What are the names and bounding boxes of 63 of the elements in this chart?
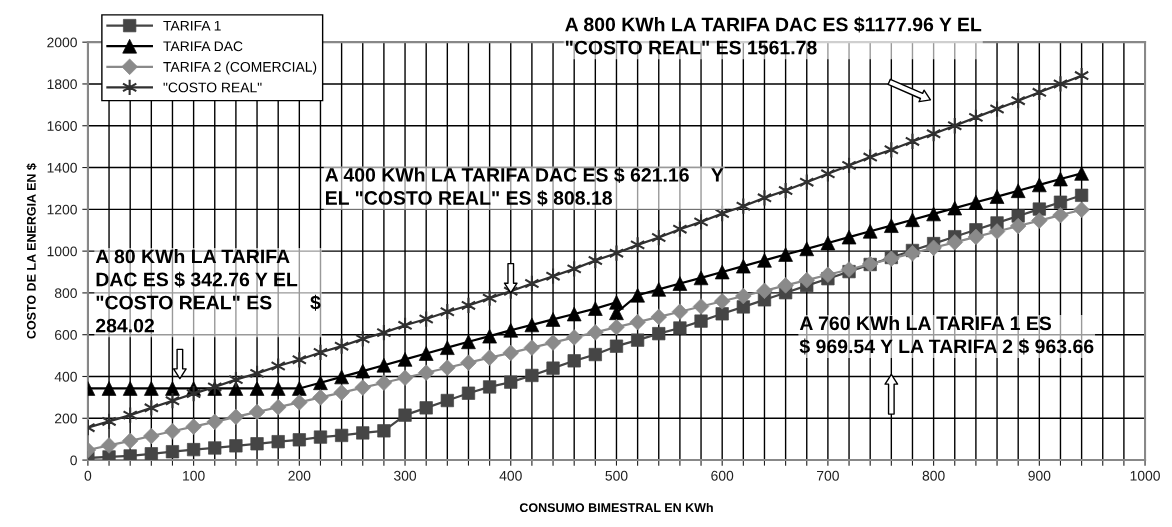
x-tick-label: 0 [84, 470, 92, 481]
x-tick-label: 200 [288, 470, 311, 481]
x-tick-label: 700 [817, 470, 839, 481]
point [756, 189, 773, 207]
x-tick-label: 300 [393, 470, 417, 481]
annotation: A 80 KWh LA TARIFA DAC ES $ 342.76 Y EL "COSTO REAL" ES $ 284.02 [95, 249, 321, 333]
point [312, 343, 329, 362]
y-tick-label: 400 [54, 371, 77, 382]
y-tick-label: 200 [55, 413, 77, 424]
y-tick-label: 1800 [47, 79, 77, 90]
point [819, 266, 837, 283]
point [164, 392, 181, 410]
y-tick-label: 0 [70, 455, 77, 466]
annotation: A 800 KWh LA TARIFA DAC ES $1177.96 Y EL "COSTO REAL" ES 1561.78 [565, 16, 982, 55]
annotation: A 400 KWh LA TARIFA DAC ES $ 621.16 Y EL "COSTO REAL" ES $ 808.18 [325, 167, 724, 207]
legend-label: TARIFA DAC [163, 41, 243, 52]
legend-label: "COSTO REAL" [163, 82, 262, 93]
point [1010, 183, 1026, 199]
point [565, 329, 583, 346]
point [692, 298, 710, 315]
legend-label: TARIFA 1 [163, 20, 221, 31]
point [629, 313, 646, 331]
y-tick-label: 2000 [47, 37, 77, 48]
point [440, 340, 455, 355]
point [165, 445, 180, 459]
y-tick-label: 1200 [47, 204, 77, 215]
point [270, 357, 286, 375]
point [588, 301, 603, 316]
point [650, 308, 667, 326]
point [904, 245, 921, 262]
point [1009, 217, 1027, 235]
point [588, 347, 602, 362]
annotation: A 760 KWh LA TARIFA 1 ES $ 969.54 Y LA TARIFA 2 $ 963.66 [799, 315, 1094, 355]
point [460, 296, 477, 315]
point [100, 437, 118, 454]
y-tick-label: 1400 [47, 162, 77, 173]
x-tick-label: 500 [605, 470, 628, 481]
y-tick-label: 1000 [47, 246, 77, 257]
point [461, 386, 476, 400]
y-tick-label: 1600 [47, 121, 77, 131]
point [292, 433, 306, 447]
point [313, 430, 328, 444]
point [187, 443, 201, 457]
point [884, 218, 899, 233]
point [483, 380, 497, 394]
x-tick-label: 400 [499, 470, 522, 481]
point [143, 427, 160, 445]
y-axis-title: COSTO DE LA ENERGIA EN $ [26, 163, 37, 339]
x-axis-title: CONSUMO BIMESTRAL EN KWh [519, 502, 713, 513]
x-tick-label: 800 [922, 470, 945, 481]
y-tick-label: 600 [55, 330, 77, 340]
point [1052, 75, 1069, 93]
point [271, 435, 285, 449]
x-tick-label: 1000 [1130, 470, 1160, 481]
legend-label: TARIFA 2 (COMERCIAL) [163, 61, 317, 75]
point [608, 244, 625, 262]
y-tick-label: 800 [54, 288, 77, 299]
point [631, 333, 645, 347]
x-tick-label: 100 [183, 470, 205, 481]
point [904, 132, 921, 151]
x-tick-label: 600 [711, 470, 734, 481]
x-tick-label: 900 [1028, 470, 1051, 481]
point [925, 239, 942, 256]
